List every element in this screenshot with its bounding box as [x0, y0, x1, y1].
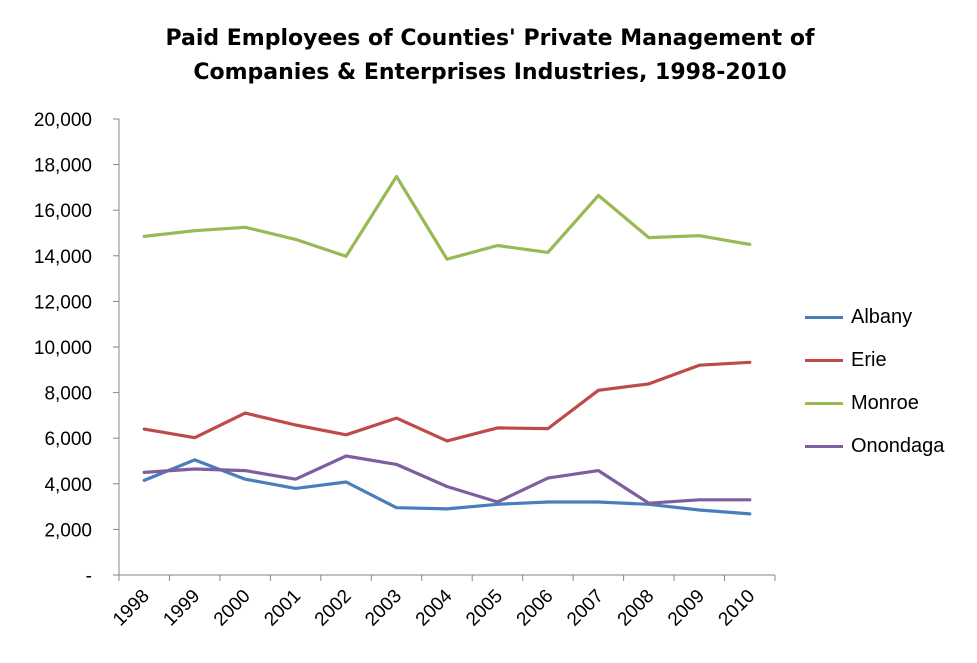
legend-label: Monroe — [851, 392, 919, 414]
legend-item-erie: Erie — [805, 339, 944, 382]
x-tick-label: 1998 — [109, 586, 154, 631]
x-tick-label: 2006 — [513, 586, 558, 631]
legend-swatch — [805, 445, 843, 448]
y-tick-label: 6,000 — [44, 429, 92, 450]
legend-swatch — [805, 316, 843, 319]
x-tick-label: 2007 — [563, 586, 608, 631]
legend-label: Albany — [851, 306, 913, 328]
y-tick-label: 4,000 — [44, 475, 92, 496]
y-tick-label: 14,000 — [34, 247, 92, 268]
y-tick-label: - — [86, 566, 92, 587]
chart-title: Paid Employees of Counties' Private Mana… — [80, 22, 900, 90]
y-tick-label: 10,000 — [34, 338, 92, 359]
x-tick-label: 2009 — [664, 586, 709, 631]
x-tick-label: 2008 — [614, 586, 659, 631]
y-tick-label: 16,000 — [34, 201, 92, 222]
series-line-onondaga — [142, 454, 752, 505]
legend-swatch — [805, 402, 843, 405]
chart-title-line-2: Companies & Enterprises Industries, 1998… — [193, 60, 787, 85]
y-tick-label: 8,000 — [44, 384, 92, 405]
legend-item-monroe: Monroe — [805, 382, 944, 425]
legend-item-onondaga: Onondaga — [805, 425, 944, 468]
y-tick-label: 2,000 — [44, 520, 92, 541]
x-tick-label: 2003 — [361, 586, 406, 631]
y-tick-label: 20,000 — [34, 110, 92, 131]
y-tick-label: 18,000 — [34, 156, 92, 177]
x-tick-label: 2000 — [210, 586, 255, 631]
x-tick-label: 2004 — [412, 585, 457, 630]
x-tick-label: 1999 — [159, 586, 204, 631]
chart-legend: Albany Erie Monroe Onondaga — [805, 296, 944, 468]
x-tick-label: 2005 — [462, 586, 507, 631]
legend-item-albany: Albany — [805, 296, 944, 339]
x-tick-label: 2001 — [260, 586, 305, 631]
chart-title-line-1: Paid Employees of Counties' Private Mana… — [165, 26, 815, 51]
legend-label: Onondaga — [851, 435, 945, 457]
legend-label: Erie — [851, 349, 887, 371]
y-tick-label: 12,000 — [34, 292, 92, 313]
legend-swatch — [805, 359, 843, 362]
series-group — [142, 174, 752, 516]
series-line-monroe — [142, 174, 752, 261]
x-tick-label: 2010 — [715, 586, 760, 631]
series-line-erie — [142, 360, 752, 443]
x-tick-label: 2002 — [311, 586, 356, 631]
